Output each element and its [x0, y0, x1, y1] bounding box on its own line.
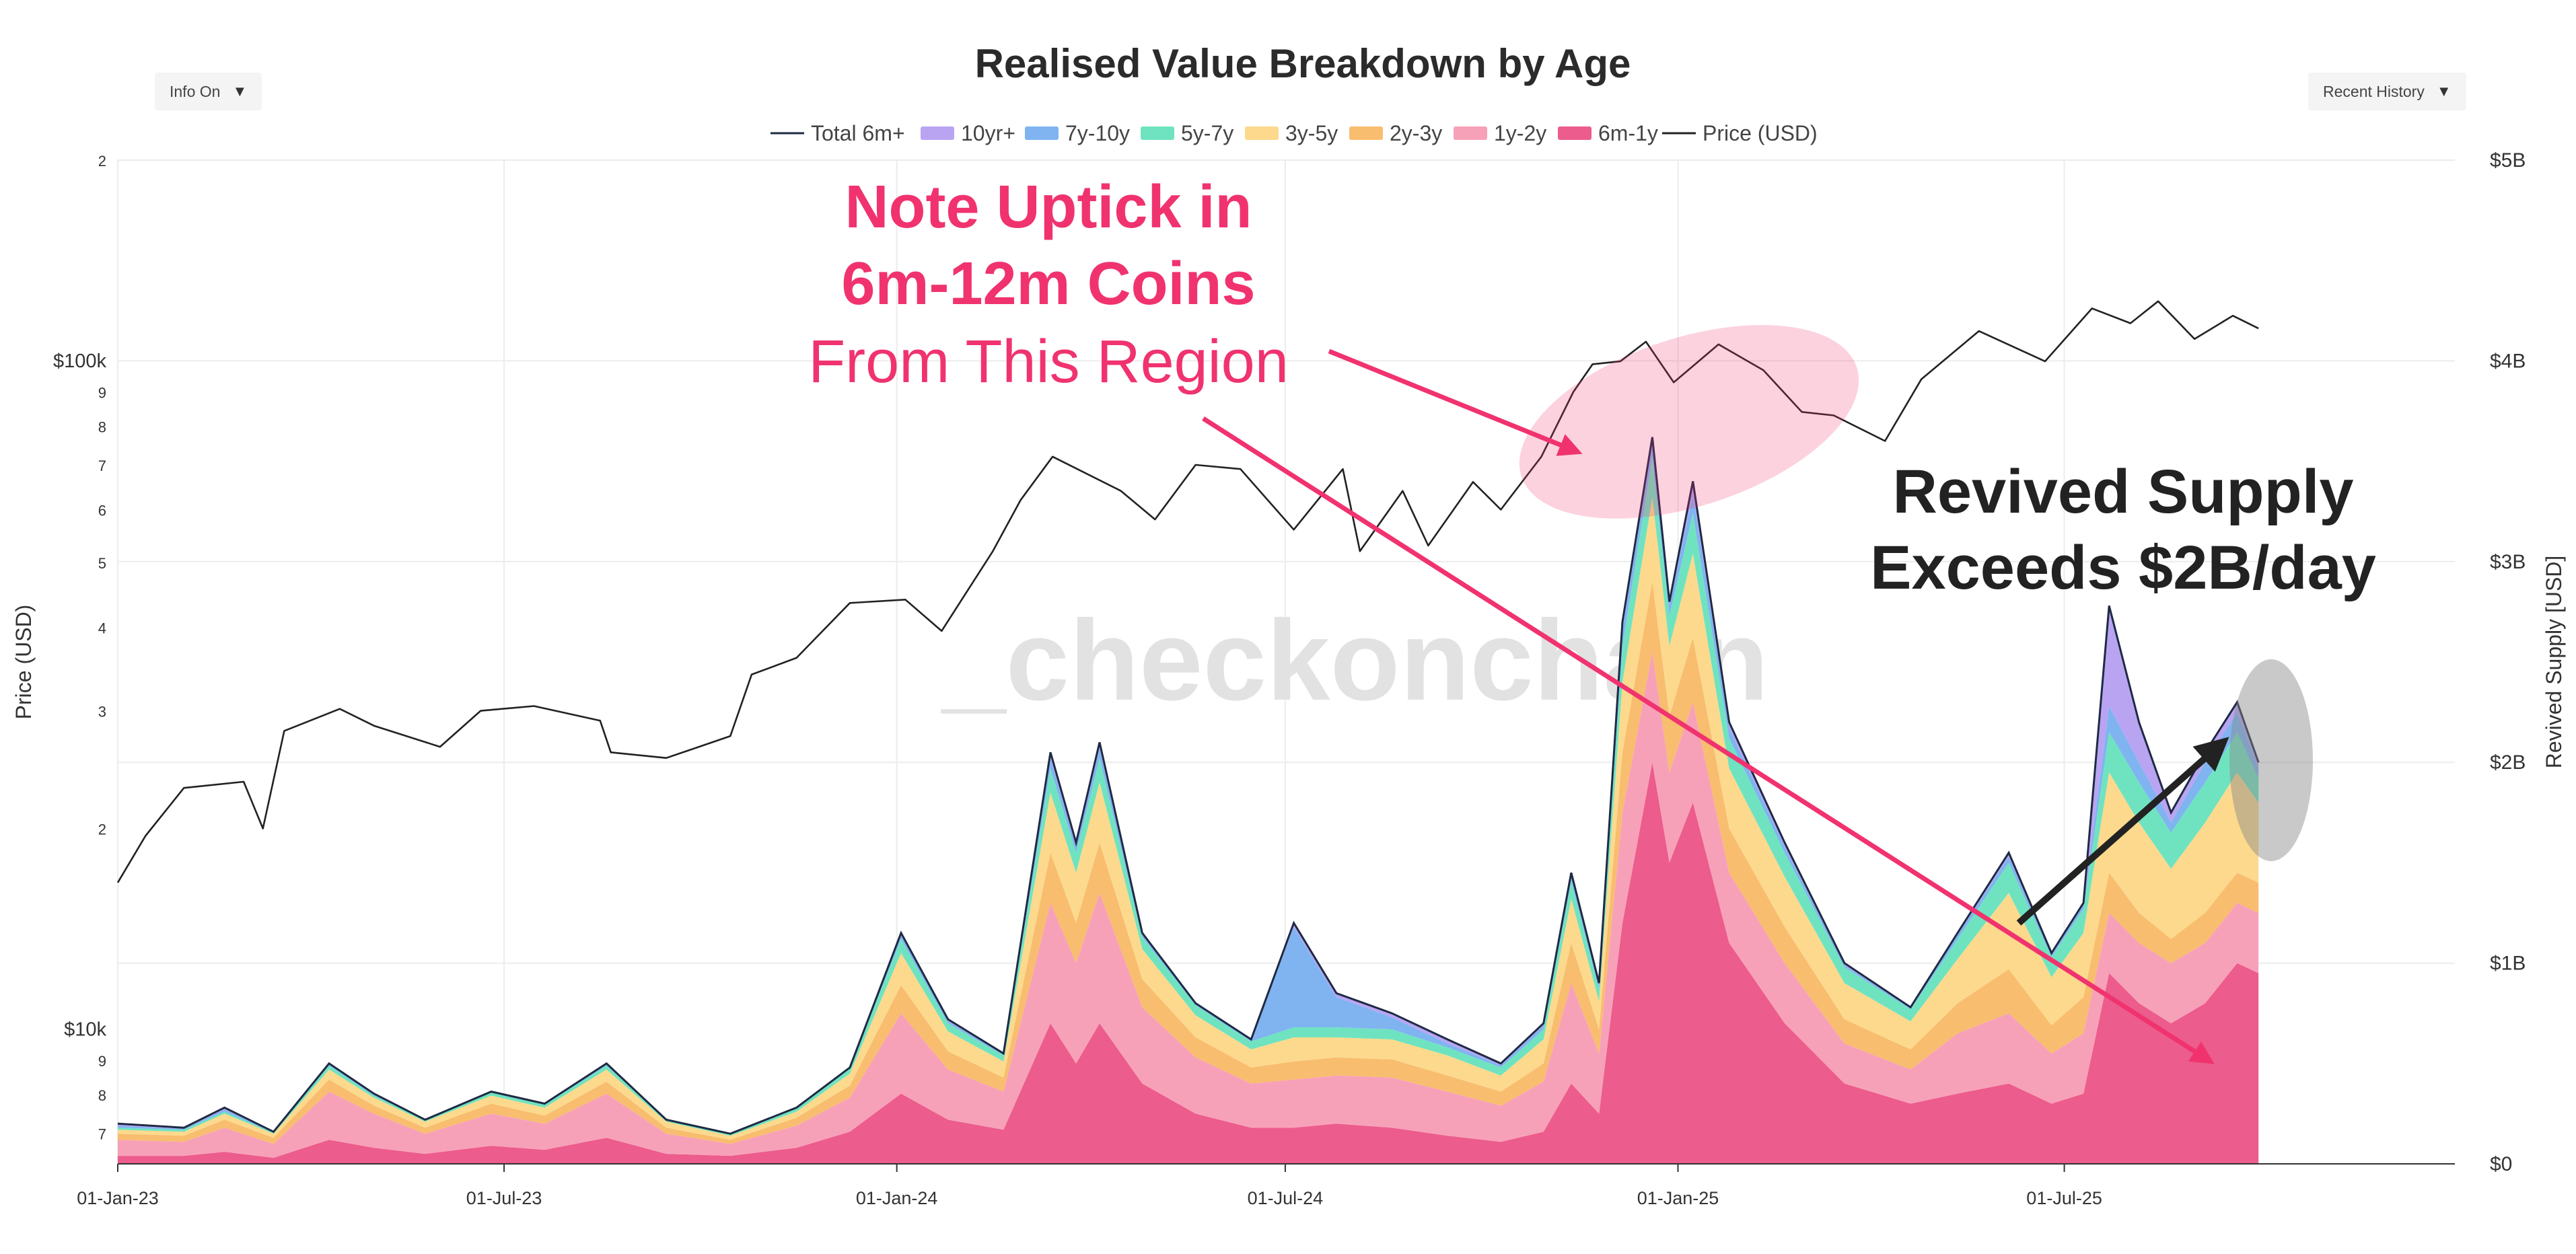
x-tick-label: 01-Jan-23 [77, 1188, 159, 1208]
arrow-to-region [1328, 348, 1583, 456]
dropdown-caret-icon: ▼ [2436, 83, 2452, 100]
legend-area-swatch [1558, 126, 1591, 140]
y-left-axis-title: Price (USD) [11, 605, 36, 720]
y-left-tick-label: 8 [98, 1087, 106, 1104]
y-right-tick-label: $0 [2490, 1153, 2512, 1175]
legend-label: 6m-1y [1598, 121, 1658, 145]
legend-item-5y-7y[interactable]: 5y-7y [1141, 121, 1233, 145]
chart-title: Realised Value Breakdown by Age [975, 41, 1631, 86]
legend-area-swatch [1245, 126, 1279, 140]
y-left-tick-label: 9 [98, 385, 106, 402]
legend-item-3y-5y[interactable]: 3y-5y [1245, 121, 1338, 145]
legend-area-swatch [1025, 126, 1059, 140]
y-right-tick-label: $4B [2490, 350, 2526, 372]
x-tick-label: 01-Jul-24 [1248, 1188, 1324, 1208]
legend-label: 7y-10y [1065, 121, 1130, 145]
axes: 01-Jan-23 01-Jul-23 01-Jan-24 01-Jul-24 01-J… [11, 149, 2566, 1208]
y-left-tick-label: 7 [98, 457, 106, 474]
y-left-tick-label: 9 [98, 1053, 106, 1070]
arrow-to-revived [2016, 737, 2229, 926]
y-left-tick-label: 8 [98, 418, 106, 435]
info-dropdown[interactable]: Info On ▼ [155, 73, 262, 110]
highlight-region-ellipse [1519, 325, 1859, 519]
history-dropdown[interactable]: Recent History ▼ [2308, 73, 2466, 110]
legend-area-swatch [1349, 126, 1383, 140]
y-left-tick-label: 4 [98, 620, 106, 636]
legend-label: 2y-3y [1390, 121, 1442, 145]
x-tick-label: 01-Jul-23 [466, 1188, 542, 1208]
y-right-tick-label: $2B [2490, 751, 2526, 774]
area-7y-10y [118, 443, 2259, 1134]
y-right-tick-label: $5B [2490, 149, 2526, 172]
legend-area-swatch [1454, 126, 1487, 140]
total-6m-line-layer [117, 437, 2260, 1135]
y-left-tick-label: $100k [53, 351, 107, 372]
y-left-tick-label: 7 [98, 1126, 106, 1143]
arrow-to-6m-1y [1202, 416, 2215, 1064]
area-6m-1y [118, 762, 2259, 1164]
revived-highlight-ellipse [2229, 659, 2313, 861]
legend-label: 1y-2y [1494, 121, 1546, 145]
y-left-tick-label: 3 [98, 704, 106, 721]
revived-line-1: Revived Supply [1892, 457, 2353, 526]
area-1y-2y [118, 652, 2259, 1158]
legend-item-1y-2y[interactable]: 1y-2y [1454, 121, 1546, 145]
legend-label: 10yr+ [961, 121, 1015, 145]
x-tick-label: 01-Jul-25 [2026, 1188, 2102, 1208]
legend[interactable]: Total 6m+ 10yr+ 7y-10y 5y-7y 3y-5y 2y-3y 1y-2y… [771, 121, 1818, 145]
legend-label: 3y-5y [1285, 121, 1338, 145]
note-line-3: From This Region [808, 328, 1289, 396]
revived-line-2: Exceeds $2B/day [1870, 533, 2376, 602]
legend-item-6m-1y[interactable]: 6m-1y [1558, 121, 1658, 145]
dropdown-caret-icon: ▼ [232, 83, 248, 100]
note-line-1: Note Uptick in [845, 174, 1252, 241]
legend-item-7y-10y[interactable]: 7y-10y [1025, 121, 1130, 145]
x-tick-label: 01-Jan-24 [856, 1188, 938, 1208]
area-5y-7y [118, 457, 2259, 1136]
price-line-layer [116, 300, 2259, 883]
y-right-axis-title: Revived Supply [USD] [2542, 556, 2566, 769]
y-left-tick-label: $10k [64, 1019, 106, 1041]
legend-label: Price (USD) [1703, 121, 1818, 145]
legend-label: 5y-7y [1181, 121, 1233, 145]
legend-area-swatch [921, 126, 954, 140]
legend-item-Price (USD)[interactable]: Price (USD) [1662, 121, 1818, 145]
info-dropdown-label: Info On [170, 82, 221, 100]
history-dropdown-label: Recent History [2323, 82, 2425, 100]
legend-item-2y-3y[interactable]: 2y-3y [1349, 121, 1442, 145]
note-line-2: 6m-12m Coins [841, 250, 1255, 318]
gridlines [117, 159, 2455, 1164]
legend-item-10yr+[interactable]: 10yr+ [921, 121, 1015, 145]
area-3y-5y [118, 497, 2259, 1140]
legend-item-Total 6m+[interactable]: Total 6m+ [771, 121, 905, 145]
y-left-tick-label: 2 [98, 821, 106, 838]
price-line [116, 300, 2259, 883]
y-left-tick-label: 6 [98, 503, 106, 519]
legend-area-swatch [1141, 126, 1174, 140]
x-tick-label: 01-Jan-25 [1637, 1188, 1719, 1208]
legend-label: Total 6m+ [811, 121, 905, 145]
total-6m-line [117, 437, 2260, 1135]
y-right-tick-label: $3B [2490, 551, 2526, 573]
y-left-tick-label: 5 [98, 555, 106, 572]
annotations: Note Uptick in 6m-12m Coins From This Regi… [808, 174, 2376, 1064]
y-right-tick-label: $1B [2490, 953, 2526, 975]
area-2y-3y [118, 581, 2259, 1144]
y-left-tick-label: 2 [98, 153, 106, 170]
